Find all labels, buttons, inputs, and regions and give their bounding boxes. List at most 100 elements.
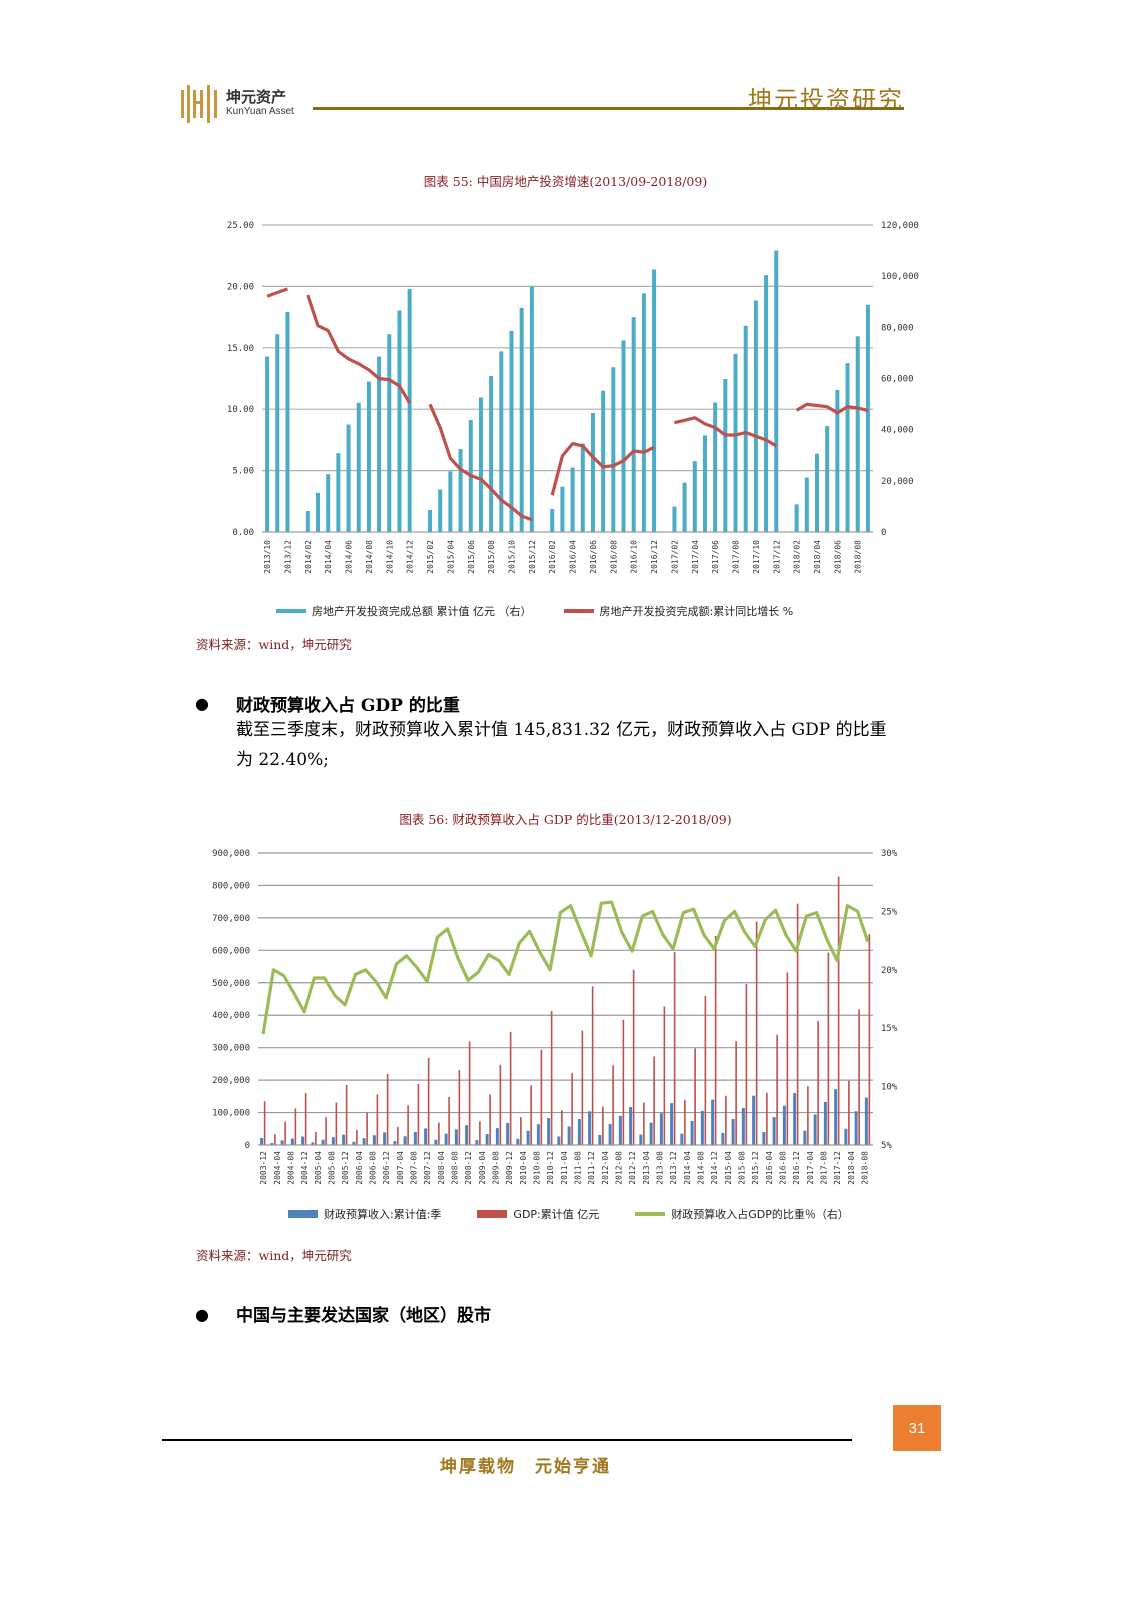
chart-fiscal-revenue-gdp: 0 100,000 200,000 300,000 400,000 500,000 600,…	[212, 849, 898, 1185]
x-tick-label: 2016/08	[609, 540, 618, 574]
section-heading: 中国与主要发达国家（地区）股市	[236, 1306, 491, 1326]
bar	[641, 293, 646, 532]
y-right-tick-label: 25%	[881, 907, 898, 917]
bar	[529, 286, 534, 532]
x-tick-label: 2004-08	[286, 1151, 295, 1185]
bar	[479, 1121, 481, 1145]
x-tick-label: 2011-08	[573, 1151, 582, 1185]
x-tick-label: 2015/06	[467, 540, 476, 574]
bar	[387, 334, 392, 532]
bar	[520, 1117, 522, 1145]
x-tick-label: 2014-12	[710, 1151, 719, 1185]
x-tick-label: 2011-12	[587, 1151, 596, 1185]
legend-label: 财政预算收入占GDP的比重％（右）	[671, 1208, 849, 1221]
x-tick-label: 2013-12	[669, 1151, 678, 1185]
bar	[567, 1126, 571, 1145]
x-tick-label: 2003-12	[259, 1151, 268, 1185]
y-left-tick-label: 10.00	[227, 405, 254, 415]
bar	[659, 1113, 663, 1145]
bar	[794, 504, 799, 532]
y-right-tick-label: 20%	[881, 966, 898, 976]
x-tick-label: 2017-08	[819, 1151, 828, 1185]
bar	[704, 995, 707, 1145]
bar	[845, 363, 850, 532]
bar	[311, 1142, 315, 1145]
bar	[804, 477, 809, 532]
bar	[468, 1041, 471, 1145]
bar	[711, 1099, 715, 1145]
bar	[803, 1130, 807, 1145]
x-tick-label: 2018/06	[833, 540, 842, 574]
bar	[834, 1089, 838, 1145]
bar	[454, 1129, 458, 1145]
bar	[745, 984, 748, 1145]
bar	[663, 1006, 666, 1145]
bar	[741, 1108, 745, 1145]
bar	[393, 1141, 397, 1145]
bar	[263, 1101, 266, 1145]
bar	[265, 356, 270, 532]
bar	[721, 1132, 725, 1145]
x-tick-label: 2017/10	[752, 540, 761, 574]
bar	[499, 351, 504, 532]
y-left-tick-label: 200,000	[212, 1076, 250, 1086]
y-left-tick-label: 100,000	[212, 1109, 250, 1119]
y-left-tick-label: 15.00	[227, 344, 254, 354]
bar	[858, 1009, 860, 1145]
x-tick-label: 2015/10	[507, 540, 516, 574]
series-line	[261, 900, 870, 1035]
figure-56-caption: 图表 56: 财政预算收入占 GDP 的比重(2013/12-2018/09)	[399, 812, 732, 827]
x-tick-label: 2018-08	[860, 1151, 869, 1185]
bar	[725, 1095, 727, 1145]
figure-55-caption: 图表 55: 中国房地产投资增速(2013/09-2018/09)	[423, 174, 708, 189]
figure-56-source: 资料来源：wind，坤元研究	[196, 1248, 352, 1263]
bar	[438, 1122, 440, 1145]
y-left-tick-label: 20.00	[227, 282, 254, 292]
bar	[622, 1019, 625, 1145]
y-right-tick-label: 5%	[881, 1141, 892, 1151]
x-tick-label: 2010-08	[532, 1151, 541, 1185]
bar	[516, 1138, 520, 1145]
bar	[735, 1041, 737, 1145]
bar	[837, 876, 840, 1145]
bar	[580, 443, 585, 532]
bar	[814, 453, 819, 532]
bullet-icon: ●	[195, 1305, 209, 1324]
bar	[316, 492, 321, 532]
bar	[865, 304, 870, 532]
bar	[844, 1128, 848, 1145]
x-tick-label: 2013-08	[655, 1151, 664, 1185]
bar	[403, 1136, 407, 1145]
x-tick-label: 2015-12	[751, 1151, 760, 1185]
bar	[465, 1125, 469, 1145]
logo-chinese-name: 坤元资产	[226, 88, 287, 106]
bar	[550, 1011, 553, 1145]
bar	[397, 1126, 399, 1145]
bar	[397, 310, 402, 532]
bar	[509, 330, 514, 532]
bar	[540, 1049, 543, 1145]
x-tick-label: 2011-04	[560, 1151, 569, 1185]
bar	[434, 1139, 438, 1145]
x-tick-label: 2015/02	[426, 540, 435, 574]
bar	[526, 1130, 530, 1145]
bar	[753, 300, 758, 532]
bar	[598, 1134, 602, 1145]
bar	[591, 986, 594, 1145]
y-right-tick-label: 60,000	[881, 375, 914, 385]
bar	[611, 367, 616, 532]
bar	[690, 1120, 694, 1145]
x-tick-label: 2015/04	[446, 540, 455, 574]
bar	[285, 311, 290, 532]
bar	[424, 1128, 428, 1145]
bar	[560, 486, 565, 532]
bar	[723, 379, 728, 532]
x-tick-label: 2007-04	[396, 1151, 405, 1185]
bar	[823, 1101, 827, 1145]
x-tick-label: 2008-12	[464, 1151, 473, 1185]
bar	[631, 317, 636, 532]
bar	[731, 1119, 735, 1145]
figure-55-source: 资料来源：wind，坤元研究	[196, 637, 352, 652]
bar	[345, 1084, 348, 1145]
x-tick-label: 2005-08	[327, 1151, 336, 1185]
